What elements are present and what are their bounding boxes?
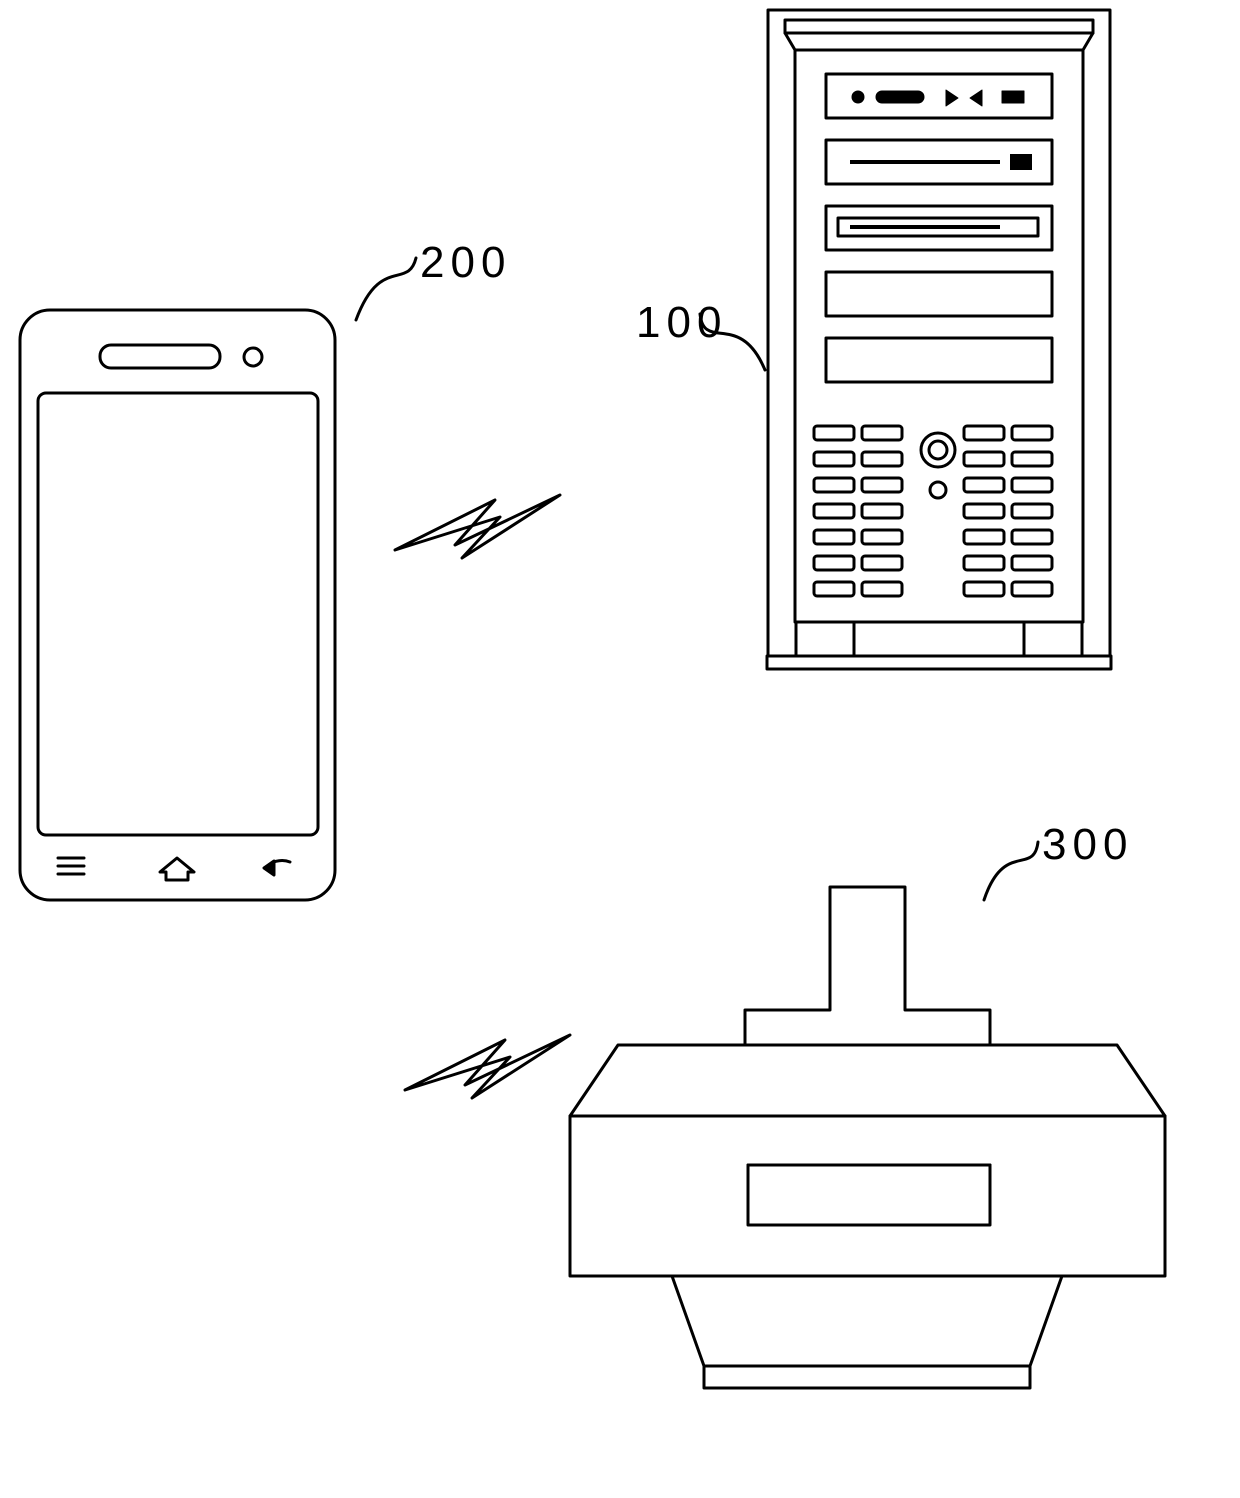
phone-device bbox=[20, 310, 335, 900]
leader-phone bbox=[356, 258, 416, 320]
label-server: 100 bbox=[636, 298, 727, 348]
printer-device bbox=[570, 887, 1165, 1388]
wireless-bolt-1 bbox=[395, 495, 560, 558]
leader-printer bbox=[984, 842, 1038, 900]
wireless-bolt-2 bbox=[405, 1035, 570, 1098]
label-printer: 300 bbox=[1042, 820, 1133, 870]
diagram-svg bbox=[0, 0, 1240, 1498]
label-phone: 200 bbox=[420, 238, 511, 288]
diagram-canvas: 200 100 300 bbox=[0, 0, 1240, 1498]
server-device bbox=[767, 10, 1111, 669]
